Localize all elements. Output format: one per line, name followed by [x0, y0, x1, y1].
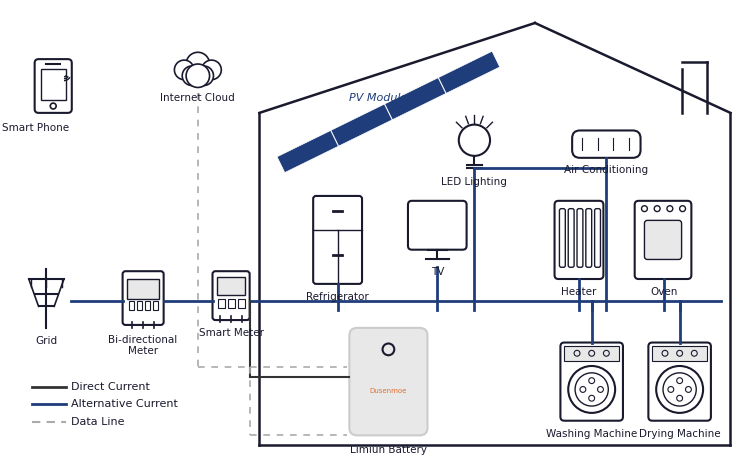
Text: Washing Machine: Washing Machine [546, 429, 638, 438]
Text: Heater: Heater [561, 287, 597, 297]
Bar [217, 277, 244, 295]
Text: Smart Phone: Smart Phone [2, 123, 69, 132]
Text: Air Conditioning: Air Conditioning [564, 165, 649, 175]
Text: TV: TV [430, 267, 444, 277]
Bar [128, 279, 159, 298]
Circle shape [186, 64, 209, 88]
FancyBboxPatch shape [644, 220, 682, 260]
Text: PV Module: PV Module [350, 93, 408, 103]
Text: Refrigerator: Refrigerator [306, 292, 369, 302]
Bar [40, 69, 66, 100]
Bar [137, 300, 142, 310]
Text: Direct Current: Direct Current [70, 382, 150, 392]
Bar [228, 298, 235, 308]
Text: Limiun Battery: Limiun Battery [350, 445, 427, 455]
Circle shape [194, 66, 214, 86]
FancyBboxPatch shape [350, 328, 427, 435]
Text: Data Line: Data Line [70, 417, 124, 427]
Bar [153, 300, 158, 310]
Polygon shape [277, 51, 500, 173]
Bar [130, 300, 134, 310]
Text: LED Lighting: LED Lighting [442, 177, 507, 187]
Text: Drying Machine: Drying Machine [639, 429, 721, 438]
Text: Grid: Grid [35, 336, 58, 346]
Bar [218, 298, 225, 308]
Circle shape [175, 60, 194, 79]
Text: Internet Cloud: Internet Cloud [160, 93, 236, 103]
Circle shape [182, 66, 202, 86]
Circle shape [202, 60, 221, 79]
Circle shape [186, 53, 209, 76]
Text: Smart Meter: Smart Meter [199, 328, 263, 338]
Text: Dusenmoe: Dusenmoe [370, 388, 407, 394]
Text: Alternative Current: Alternative Current [70, 399, 178, 409]
Text: Bi-directional
Meter: Bi-directional Meter [109, 335, 178, 356]
Bar [652, 346, 707, 361]
Text: Oven: Oven [650, 287, 678, 297]
Bar [564, 346, 619, 361]
Bar [238, 298, 244, 308]
Bar [145, 300, 150, 310]
